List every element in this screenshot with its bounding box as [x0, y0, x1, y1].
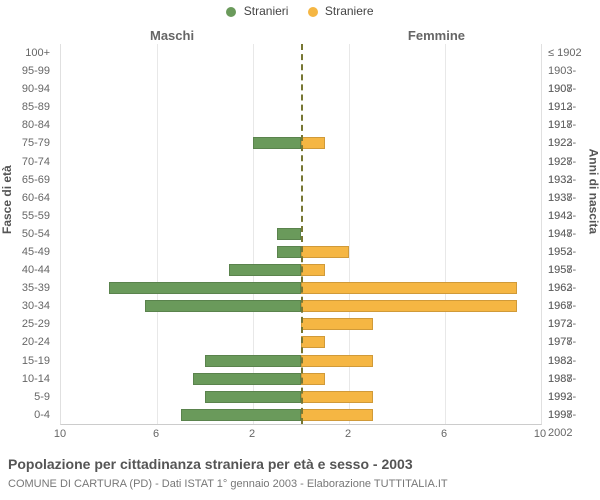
header-female: Femmine — [408, 28, 465, 43]
y-label-years: 1983-1987 — [544, 352, 600, 370]
bar-male — [205, 391, 301, 403]
y-label-years: 1998-2002 — [544, 406, 600, 424]
y-label-age: 45-49 — [0, 243, 54, 261]
y-label-age: 20-24 — [0, 333, 54, 351]
y-label-years: 1968-1972 — [544, 297, 600, 315]
y-label-years: 1973-1977 — [544, 315, 600, 333]
bar-male — [109, 282, 301, 294]
y-label-age: 100+ — [0, 44, 54, 62]
y-label-years: 1918-1922 — [544, 116, 600, 134]
bar-male — [193, 373, 301, 385]
x-tick-label: 10 — [40, 428, 80, 440]
y-label-age: 0-4 — [0, 406, 54, 424]
legend-item-female: Straniere — [308, 4, 374, 18]
y-label-age: 55-59 — [0, 207, 54, 225]
y-label-years: ≤ 1902 — [544, 44, 600, 62]
x-tick-label: 6 — [136, 428, 176, 440]
y-label-age: 40-44 — [0, 261, 54, 279]
bar-female — [301, 137, 325, 149]
y-label-age: 70-74 — [0, 153, 54, 171]
bar-female — [301, 282, 517, 294]
y-label-years: 1978-1982 — [544, 333, 600, 351]
bar-male — [277, 228, 301, 240]
bar-female — [301, 264, 325, 276]
y-label-age: 85-89 — [0, 98, 54, 116]
y-label-years: 1913-1917 — [544, 98, 600, 116]
y-label-age: 95-99 — [0, 62, 54, 80]
y-label-age: 15-19 — [0, 352, 54, 370]
legend-swatch-female — [308, 7, 318, 17]
y-label-years: 1943-1947 — [544, 207, 600, 225]
y-label-age: 90-94 — [0, 80, 54, 98]
x-tick-label: 2 — [328, 428, 368, 440]
center-line — [301, 44, 303, 424]
chart-title: Popolazione per cittadinanza straniera p… — [8, 456, 413, 472]
bar-female — [301, 336, 325, 348]
y-label-years: 1933-1937 — [544, 171, 600, 189]
bar-female — [301, 300, 517, 312]
bar-male — [145, 300, 301, 312]
y-label-years: 1953-1957 — [544, 243, 600, 261]
x-tick-label: 6 — [424, 428, 464, 440]
y-label-years: 1958-1962 — [544, 261, 600, 279]
legend-label-male: Stranieri — [244, 4, 289, 18]
bar-male — [277, 246, 301, 258]
y-label-age: 80-84 — [0, 116, 54, 134]
y-label-years: 1993-1997 — [544, 388, 600, 406]
y-label-age: 5-9 — [0, 388, 54, 406]
y-label-years: 1908-1912 — [544, 80, 600, 98]
x-tick-label: 2 — [232, 428, 272, 440]
y-label-age: 65-69 — [0, 171, 54, 189]
bar-female — [301, 246, 349, 258]
y-label-years: 1923-1927 — [544, 134, 600, 152]
bar-female — [301, 391, 373, 403]
bar-female — [301, 373, 325, 385]
legend: Stranieri Straniere — [0, 4, 600, 18]
y-label-years: 1938-1942 — [544, 189, 600, 207]
y-label-age: 75-79 — [0, 134, 54, 152]
bar-male — [181, 409, 301, 421]
bar-female — [301, 318, 373, 330]
bar-female — [301, 409, 373, 421]
legend-swatch-male — [226, 7, 236, 17]
header-male: Maschi — [150, 28, 194, 43]
y-label-age: 25-29 — [0, 315, 54, 333]
legend-label-female: Straniere — [325, 4, 374, 18]
y-label-years: 1948-1952 — [544, 225, 600, 243]
y-label-age: 30-34 — [0, 297, 54, 315]
y-label-years: 1928-1932 — [544, 153, 600, 171]
bar-male — [229, 264, 301, 276]
y-label-years: 1903-1907 — [544, 62, 600, 80]
y-label-age: 50-54 — [0, 225, 54, 243]
legend-item-male: Stranieri — [226, 4, 288, 18]
y-label-age: 60-64 — [0, 189, 54, 207]
y-label-age: 35-39 — [0, 279, 54, 297]
bar-male — [205, 355, 301, 367]
y-label-years: 1963-1967 — [544, 279, 600, 297]
bar-male — [253, 137, 301, 149]
chart-subtitle: COMUNE DI CARTURA (PD) - Dati ISTAT 1° g… — [8, 478, 448, 490]
bar-female — [301, 355, 373, 367]
plot-area — [60, 44, 542, 425]
population-pyramid-chart: Stranieri Straniere Maschi Femmine Fasce… — [0, 0, 600, 500]
y-label-years: 1988-1992 — [544, 370, 600, 388]
y-label-age: 10-14 — [0, 370, 54, 388]
